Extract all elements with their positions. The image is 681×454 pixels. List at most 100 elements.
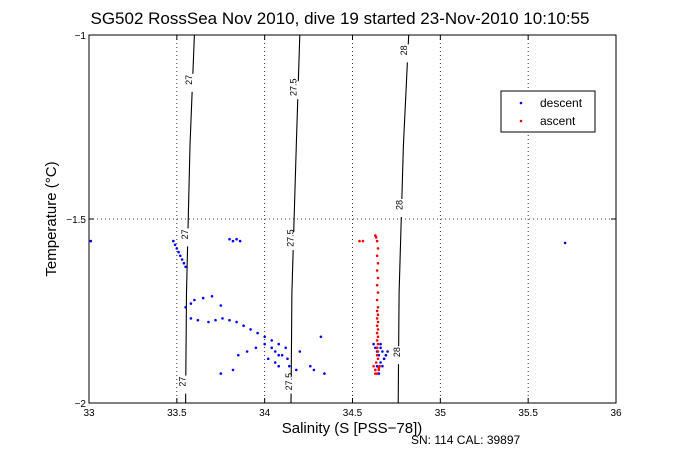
descent-point [249,328,252,331]
descent-point [277,342,281,346]
contour-label-bg [187,73,196,92]
descent-point [384,353,388,357]
descent-point [182,261,186,265]
descent-point [375,364,379,368]
descent-point [228,237,231,241]
y-tick-label: −1 [75,31,87,42]
series-descent [89,237,567,375]
descent-point [382,357,386,361]
descent-point [284,346,288,350]
ascent-point [374,236,378,239]
ascent-point [375,283,379,287]
x-axis-ticks: 33 33.5 34 34.5 35 35.5 36 [83,35,622,419]
contour-label-bg [289,232,298,251]
descent-point [179,254,182,258]
ascent-point [375,372,379,375]
descent-point [319,335,323,339]
descent-point [266,357,270,361]
x-axis-label: Salinity (S [PSS−78]) [282,420,422,437]
descent-point [298,350,302,353]
data-points [89,234,567,375]
ascent-point [376,247,380,250]
y-axis-ticks: −2 −1.5 −1 [66,31,616,410]
ascent-point [375,346,379,350]
ascent-point [375,353,379,357]
ascent-point [375,331,379,335]
descent-point [237,353,240,357]
ascent-point [376,291,380,294]
legend-marker-descent [519,101,523,105]
grid-lines [89,35,616,403]
legend-label-descent: descent [540,96,583,110]
ascent-point [375,239,379,243]
ascent-point [375,309,379,313]
descent-point [189,302,193,305]
descent-point [309,364,312,368]
descent-point [228,318,231,322]
descent-point [379,361,382,364]
descent-point [180,258,184,261]
descent-point [219,304,223,307]
footer-serial-cal: SN: 114 CAL: 39897 [411,433,521,447]
ascent-point [374,368,377,372]
ascent-point [375,339,379,342]
descent-point [173,243,177,247]
ascent-point [361,239,365,243]
contour-label: 28 [395,200,405,210]
density-contours: 27 27 27 27.5 27.5 27.5 28 28 28 [178,34,411,404]
descent-point [372,342,375,346]
descent-point [245,350,249,353]
descent-point [256,331,259,335]
y-tick-label: −1.5 [66,215,86,226]
ascent-point [376,357,380,361]
descent-point [242,324,245,328]
contour-label-bg [184,228,193,247]
descent-point [379,342,382,346]
descent-point [277,353,281,357]
descent-point [263,342,267,346]
descent-point [381,350,384,353]
contour-label: 27 [184,75,194,85]
descent-point [288,364,291,368]
contour-label-bg [181,375,190,394]
descent-point [286,357,289,361]
x-tick-label: 35 [435,408,447,419]
descent-point [273,350,277,353]
descent-point [221,317,224,320]
descent-point [172,239,175,243]
contour-label-bg [292,81,301,100]
descent-point [89,239,93,243]
descent-point [312,368,316,372]
contour-label-bg [395,346,404,365]
x-tick-label: 33.5 [167,408,187,419]
ascent-point [376,328,380,331]
ascent-point [376,335,380,339]
descent-point [231,368,235,372]
descent-point [273,361,277,364]
descent-point [270,346,274,350]
descent-point [219,372,223,375]
contour-label: 28 [392,347,402,357]
legend-marker-ascent [519,119,523,123]
descent-point [280,353,284,357]
descent-point [177,250,180,254]
descent-point [386,350,389,353]
descent-point [214,318,217,322]
descent-point [201,296,205,300]
contour-label-bg [398,198,407,217]
descent-point [184,306,187,309]
contour-label: 27.5 [284,373,294,391]
contour-label: 27 [178,377,188,387]
contour-label: 27.5 [288,78,298,96]
ascent-point [375,298,379,302]
descent-point [254,346,258,350]
x-tick-label: 34 [259,408,271,419]
legend-box [500,90,596,133]
ascent-point [374,361,378,364]
contour-label: 28 [399,45,409,55]
x-tick-label: 36 [610,408,622,419]
descent-point [189,317,193,320]
ascent-point [376,320,380,324]
descent-point [231,239,235,243]
